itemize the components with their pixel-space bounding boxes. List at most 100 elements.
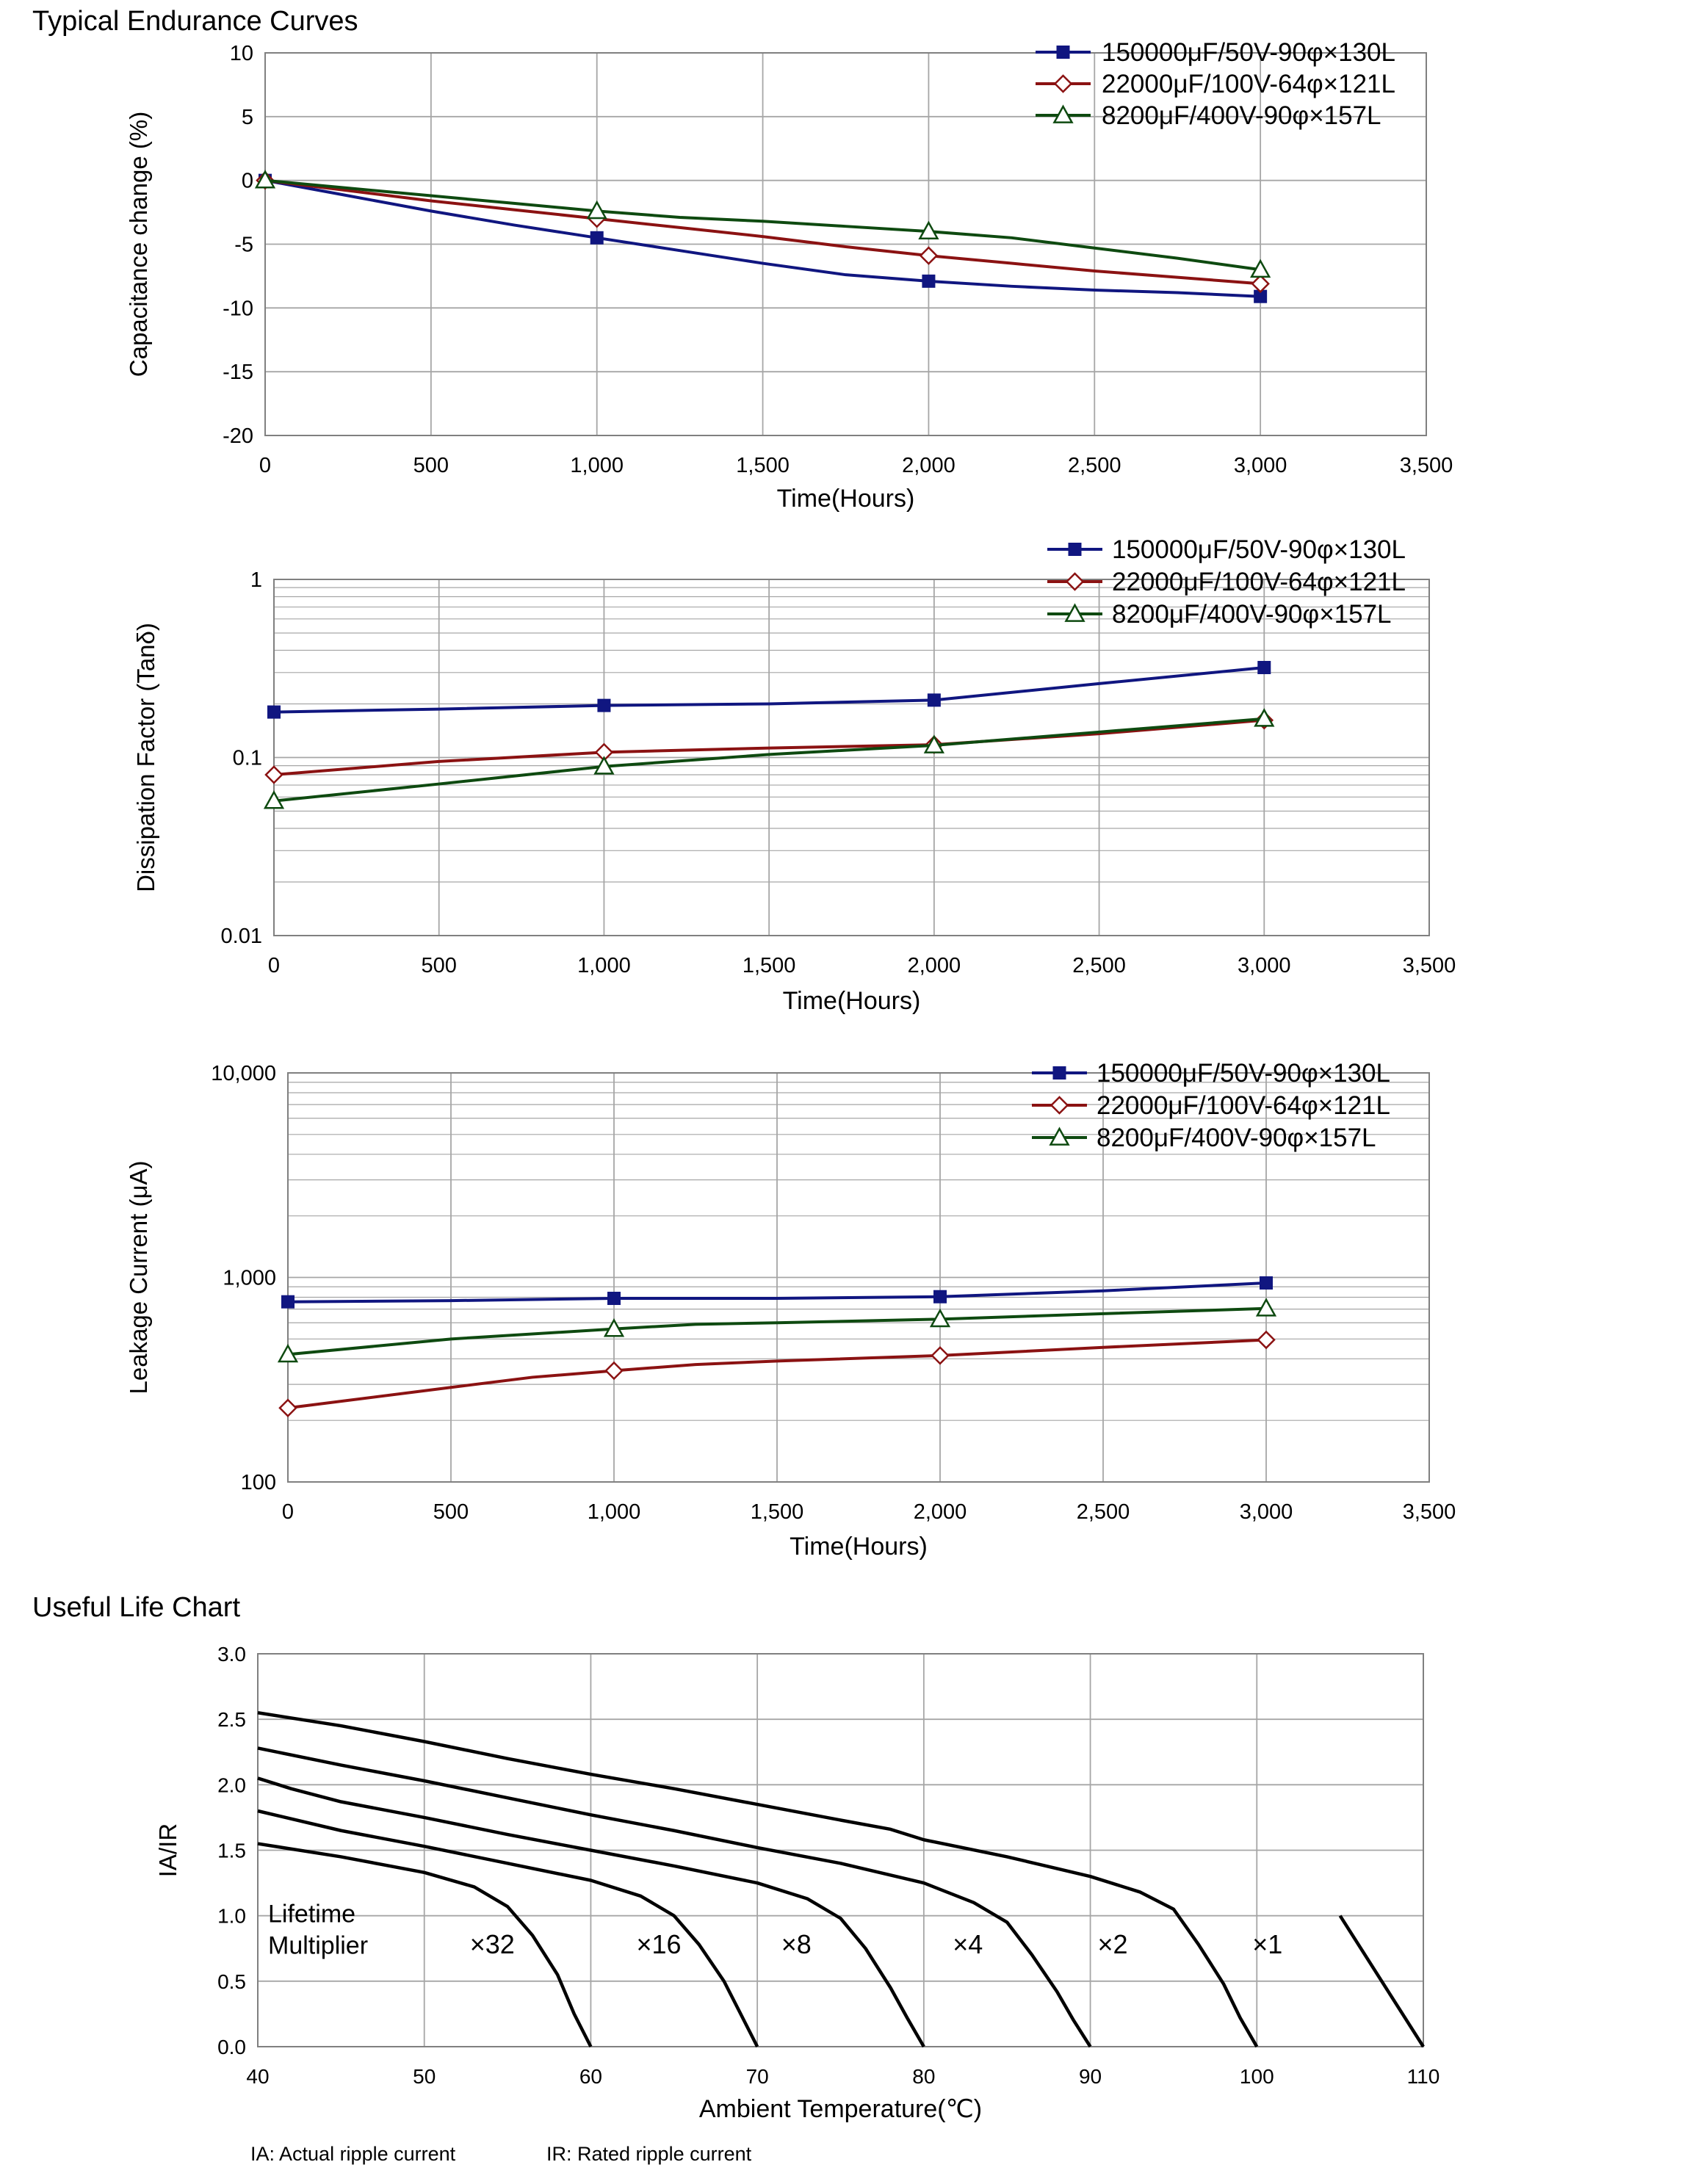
legend-label-2: 22000μF/100V-64φ×121L — [1112, 568, 1406, 596]
x-tick-label: 3,000 — [1234, 454, 1287, 477]
data-point-square-0 — [267, 705, 281, 719]
x-tick-label: 500 — [433, 1500, 469, 1524]
x-tick-label: 80 — [912, 2065, 935, 2088]
x-tick-label: 3,500 — [1403, 1500, 1456, 1524]
y-tick-label: 1.5 — [217, 1840, 246, 1862]
x-axis-label: Time(Hours) — [790, 1533, 928, 1561]
x-tick-label: 3,000 — [1240, 1500, 1293, 1524]
data-point-square-0 — [281, 1295, 295, 1309]
y-tick-label: 0 — [242, 170, 253, 193]
data-point-square-3 — [1254, 289, 1268, 303]
multiplier-label: ×8 — [781, 1929, 812, 1959]
y-tick-label: 2.5 — [217, 1708, 246, 1731]
page-title: Typical Endurance Curves — [32, 6, 358, 37]
data-point-square-2 — [922, 274, 936, 288]
y-tick-label: -15 — [223, 361, 253, 384]
life-curve-4 — [257, 1746, 1092, 2048]
legend-label-2: 22000μF/100V-64φ×121L — [1102, 70, 1395, 98]
data-point-square-legend — [1052, 1066, 1066, 1080]
x-tick-label: 3,500 — [1403, 954, 1456, 977]
y-tick-label: -5 — [234, 234, 253, 257]
note-ia: IA: Actual ripple current — [250, 2143, 456, 2165]
data-point-diamond-3 — [1257, 1330, 1276, 1350]
annotation-line-1: Lifetime — [268, 1901, 355, 1928]
y-axis-label: Capacitance change (%) — [125, 112, 152, 377]
note-ir: IR: Rated ripple current — [546, 2143, 752, 2165]
x-tick-label: 2,000 — [914, 1500, 967, 1524]
data-point-diamond-1 — [604, 1361, 624, 1381]
data-point-triangle-0 — [254, 170, 276, 189]
data-point-diamond-legend — [1065, 572, 1085, 591]
x-tick-label: 1,000 — [577, 954, 631, 977]
series-line-1 — [264, 178, 1261, 298]
useful-life-title: Useful Life Chart — [32, 1592, 241, 1623]
data-point-triangle-2 — [923, 734, 944, 753]
y-tick-label: 0.5 — [217, 1970, 246, 1993]
legend-label-1: 150000μF/50V-90φ×130L — [1097, 1059, 1390, 1088]
data-point-diamond-legend — [1053, 74, 1073, 93]
data-point-square-1 — [597, 698, 611, 712]
data-point-square-3 — [1257, 661, 1271, 675]
x-tick-label: 1,000 — [570, 454, 624, 477]
data-point-diamond-2 — [931, 1346, 950, 1365]
y-tick-label: -10 — [223, 297, 253, 320]
data-point-triangle-2 — [918, 220, 939, 239]
y-tick-label: 100 — [241, 1471, 276, 1494]
data-point-square-1 — [607, 1292, 621, 1306]
y-axis-label: Leakage Current (μA) — [125, 1161, 152, 1395]
leakage-current-chart: 10,000 1,000 100 0 500 1,000 1,500 2,000 2,500 3,… — [125, 1059, 1456, 1561]
multiplier-label: ×16 — [636, 1929, 681, 1959]
data-point-triangle-1 — [603, 1318, 625, 1337]
series-line-1 — [287, 1281, 1267, 1303]
series-line-3 — [287, 1306, 1267, 1356]
series-line-2 — [264, 178, 1261, 286]
x-tick-label: 1,500 — [743, 954, 796, 977]
life-curve-1 — [257, 1842, 593, 2048]
legend-label-3: 8200μF/400V-90φ×157L — [1097, 1124, 1376, 1152]
x-tick-label: 1,500 — [736, 454, 790, 477]
series-line-1 — [273, 666, 1265, 714]
life-curve-2 — [257, 1809, 759, 2048]
data-point-triangle-legend — [1064, 603, 1085, 622]
x-tick-label: 90 — [1079, 2065, 1102, 2088]
series-line-3 — [273, 717, 1265, 803]
x-tick-label: 1,000 — [588, 1500, 641, 1524]
data-point-triangle-1 — [593, 756, 615, 775]
data-point-diamond-0 — [278, 1398, 297, 1418]
x-axis-label: Time(Hours) — [783, 987, 921, 1015]
data-point-triangle-legend — [1049, 1127, 1070, 1146]
data-point-triangle-3 — [1254, 708, 1275, 727]
x-tick-label: 500 — [413, 454, 449, 477]
x-tick-label: 2,500 — [1077, 1500, 1130, 1524]
data-point-square-legend — [1056, 46, 1070, 59]
plot-frame — [257, 1653, 1424, 2047]
useful-life-chart: 3.0 2.5 2.0 1.5 1.0 0.5 0.040 50 60 70 80 90 100 110 A… — [154, 1643, 1439, 2123]
data-point-square-1 — [590, 231, 604, 245]
x-tick-label: 3,500 — [1400, 454, 1453, 477]
x-tick-label: 2,000 — [902, 454, 956, 477]
life-curve-6 — [1338, 1914, 1425, 2048]
capacitance-change-chart: 10 5 0 -5 -10 -15 -20 0 500 1,000 1,500 2,000 2,500 3… — [125, 38, 1453, 513]
x-tick-label: 70 — [746, 2065, 769, 2088]
series-line-2 — [287, 1338, 1267, 1410]
y-tick-label: 2.0 — [217, 1773, 246, 1796]
x-axis-label: Time(Hours) — [777, 485, 915, 513]
series-line-3 — [264, 178, 1261, 272]
y-tick-label: 0.1 — [233, 747, 262, 770]
plot-frame — [264, 52, 1427, 436]
legend-label-3: 8200μF/400V-90φ×157L — [1112, 600, 1392, 629]
annotation-line-2: Multiplier — [268, 1932, 368, 1960]
y-tick-label: 10,000 — [211, 1062, 276, 1085]
y-tick-label: 0.0 — [217, 2036, 246, 2058]
data-point-triangle-2 — [929, 1308, 951, 1328]
multiplier-label: ×1 — [1252, 1929, 1282, 1959]
x-tick-label: 1,500 — [751, 1500, 804, 1524]
x-tick-label: 2,500 — [1072, 954, 1126, 977]
x-tick-label: 2,000 — [908, 954, 961, 977]
data-point-triangle-1 — [586, 200, 607, 220]
x-tick-label: 100 — [1240, 2065, 1274, 2088]
y-tick-label: -20 — [223, 424, 253, 448]
x-tick-label: 50 — [413, 2065, 436, 2088]
x-tick-label: 500 — [422, 954, 457, 977]
y-tick-label: 1 — [250, 568, 262, 592]
